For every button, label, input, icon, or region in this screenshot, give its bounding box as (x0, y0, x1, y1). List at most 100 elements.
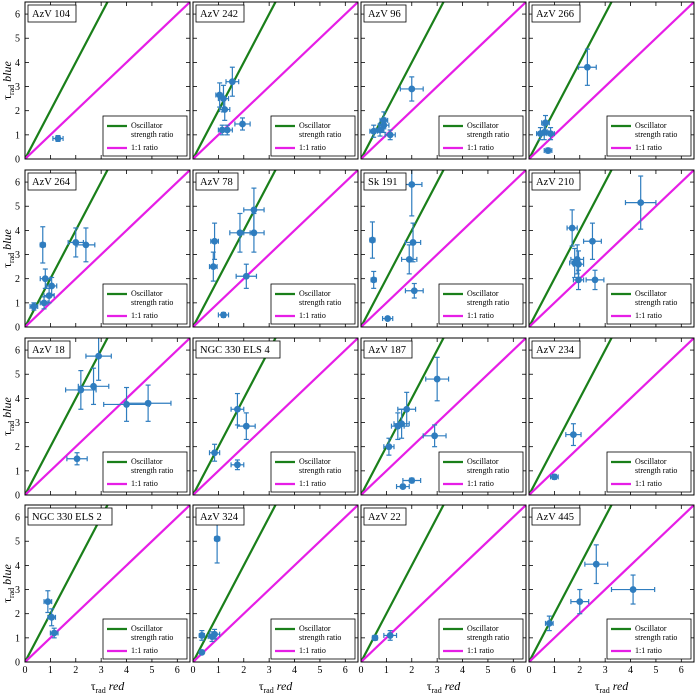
x-tick-label: 4 (124, 665, 129, 676)
point-marker (250, 229, 258, 237)
y-axis-label-word: blue (0, 563, 14, 587)
data-point (243, 212, 265, 253)
legend-oscillator-label: Oscillator (467, 289, 499, 298)
data-point (124, 384, 172, 422)
data-point (210, 222, 219, 260)
point-marker (370, 127, 378, 135)
point-marker (54, 135, 62, 142)
point-marker (77, 386, 85, 394)
panel-title: AzV 266 (531, 4, 581, 23)
data-point (45, 276, 58, 295)
data-point (370, 270, 378, 289)
y-tick-label: 3 (15, 418, 20, 429)
panel-title: AzV 210 (531, 172, 581, 191)
data-point (536, 126, 545, 141)
panel-frame (192, 504, 359, 663)
y-tick-label: 1 (15, 130, 20, 141)
panel-frame (360, 169, 527, 328)
y-axis-label: τrad blue (0, 228, 16, 267)
legend-box (102, 115, 188, 157)
y-axis-label-tau: τ (0, 431, 14, 436)
x-tick-label: 1 (48, 665, 53, 676)
data-point (390, 412, 405, 441)
data-point (577, 48, 597, 86)
panel-title-text: AzV 266 (536, 9, 574, 20)
y-tick-label: 3 (15, 585, 20, 596)
point-marker (591, 276, 599, 284)
legend-oscillator-label: Oscillator (131, 624, 163, 633)
point-marker (223, 126, 231, 134)
point-marker (39, 241, 47, 249)
x-axis-label-tau: τ (91, 679, 96, 693)
x-axis-label: τrad red (595, 679, 630, 694)
unity-ratio-line (193, 170, 358, 327)
legend-unity-label: 1:1 ratio (635, 479, 662, 488)
point-marker (123, 401, 130, 408)
panel-frame (192, 169, 359, 328)
point-marker (629, 586, 637, 593)
data-point (422, 424, 447, 448)
point-marker (575, 260, 582, 268)
x-tick-label: 0 (359, 665, 364, 676)
point-marker (408, 477, 416, 484)
legend-oscillator-label: Oscillator (635, 289, 667, 298)
point-marker (568, 224, 576, 232)
point-marker (90, 382, 97, 390)
y-tick-label: 2 (15, 106, 20, 117)
panel-title-box (531, 507, 581, 526)
x-axis-label-word: red (610, 679, 630, 693)
data-point (29, 302, 39, 311)
point-marker (228, 78, 236, 86)
legend-box (102, 451, 188, 493)
point-marker (592, 560, 600, 568)
oscillator-strength-line (361, 170, 445, 327)
data-point (217, 311, 230, 319)
data-point (235, 263, 258, 289)
x-tick-label: 6 (511, 665, 516, 676)
unity-ratio-line (25, 2, 190, 159)
legend-oscillator-label: Oscillator (635, 624, 667, 633)
point-marker (95, 352, 103, 360)
x-tick-label: 5 (485, 665, 490, 676)
x-axis-label-tau: τ (259, 679, 264, 693)
legend-unity-label: 1:1 ratio (131, 479, 158, 488)
point-marker (40, 299, 48, 307)
data-point (582, 222, 602, 260)
legend-box (606, 618, 692, 660)
y-tick-label: 6 (15, 346, 20, 357)
y-tick-label: 1 (15, 298, 20, 309)
legend-oscillator-label: Oscillator (131, 121, 163, 130)
panel-frame (528, 504, 695, 663)
point-marker (589, 237, 596, 245)
point-marker (399, 483, 407, 490)
legend-box (102, 618, 188, 660)
panel-title-box (27, 507, 113, 526)
legend-oscillator-label: Oscillator (299, 624, 331, 633)
plot-area (25, 338, 190, 495)
y-axis-label-word: blue (0, 396, 14, 420)
unity-ratio-line (361, 338, 526, 495)
x-axis-label-sub: rad (264, 686, 274, 694)
data-point (39, 226, 47, 264)
x-axis-label-sub: rad (96, 686, 106, 694)
legend-oscillator-label-2: strength ratio (467, 130, 509, 139)
x-tick-label: 2 (409, 665, 414, 676)
y-tick-label: 0 (15, 491, 20, 502)
legend-box (606, 451, 692, 493)
data-point (208, 251, 218, 282)
panel-frame (192, 1, 359, 160)
data-point (52, 134, 64, 142)
x-axis-label-word: red (442, 679, 462, 693)
legend-oscillator-label-2: strength ratio (299, 298, 341, 307)
data-point (369, 221, 376, 259)
